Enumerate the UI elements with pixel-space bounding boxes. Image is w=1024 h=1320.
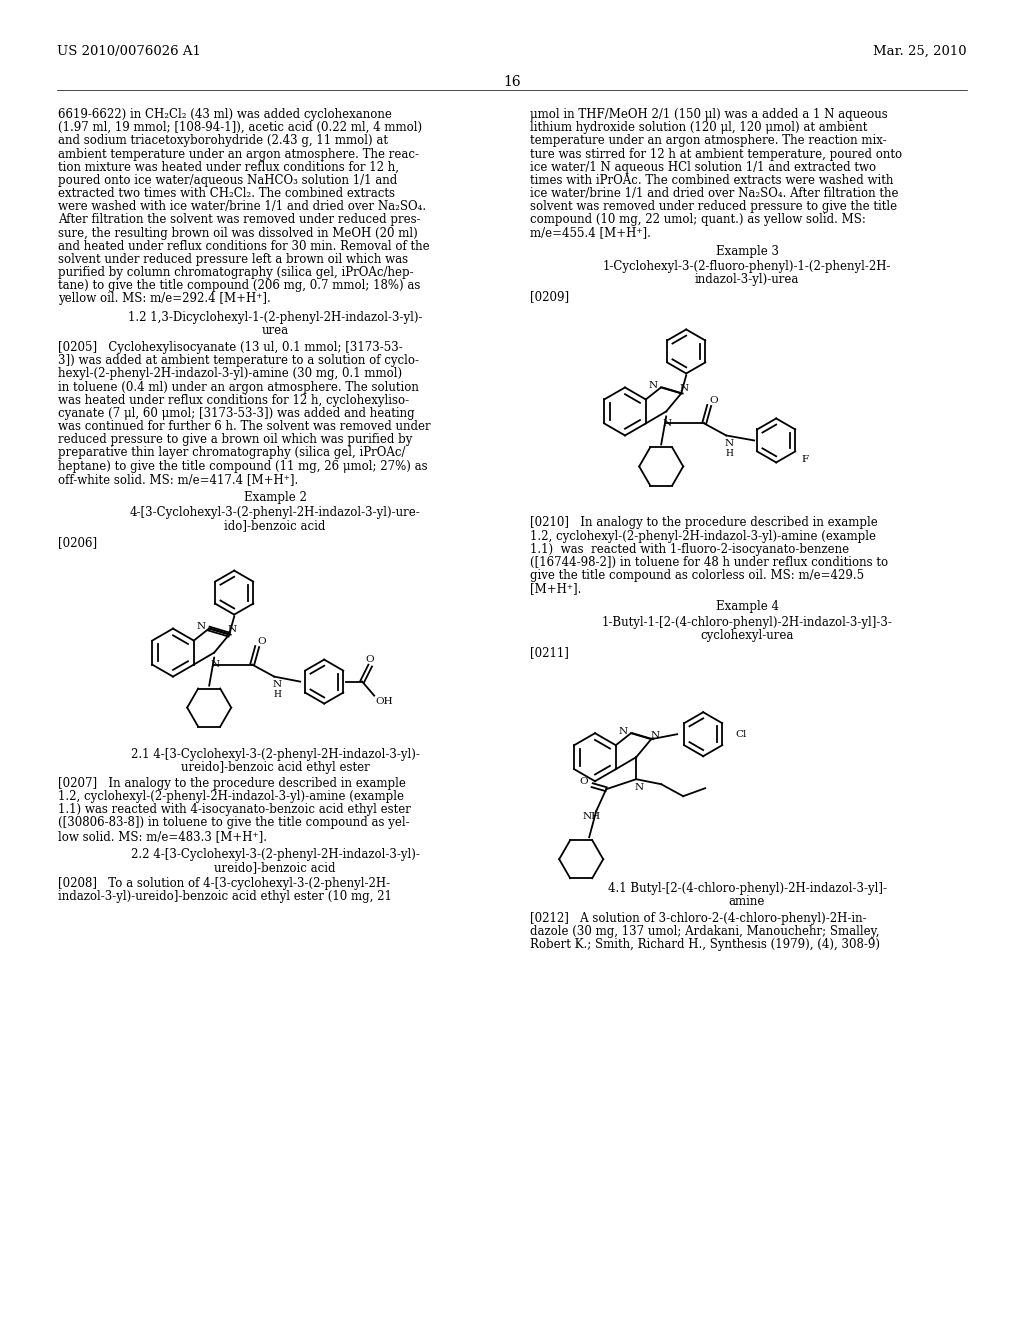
Text: heptane) to give the title compound (11 mg, 26 μmol; 27%) as: heptane) to give the title compound (11 …: [58, 459, 428, 473]
Text: N: N: [725, 440, 734, 447]
Text: Cl: Cl: [735, 730, 746, 739]
Text: 2.1 4-[3-Cyclohexyl-3-(2-phenyl-2H-indazol-3-yl)-: 2.1 4-[3-Cyclohexyl-3-(2-phenyl-2H-indaz…: [131, 747, 420, 760]
Text: 1.2, cyclohexyl-(2-phenyl-2H-indazol-3-yl)-amine (example: 1.2, cyclohexyl-(2-phenyl-2H-indazol-3-y…: [530, 529, 876, 543]
Text: μmol in THF/MeOH 2/1 (150 μl) was a added a 1 N aqueous: μmol in THF/MeOH 2/1 (150 μl) was a adde…: [530, 108, 888, 121]
Text: N: N: [227, 626, 237, 634]
Text: N: N: [663, 418, 672, 428]
Text: N: N: [680, 384, 689, 393]
Text: 1.1) was reacted with 4-isocyanato-benzoic acid ethyl ester: 1.1) was reacted with 4-isocyanato-benzo…: [58, 804, 411, 816]
Text: indazol-3-yl)-ureido]-benzoic acid ethyl ester (10 mg, 21: indazol-3-yl)-ureido]-benzoic acid ethyl…: [58, 891, 392, 903]
Text: N: N: [648, 381, 657, 389]
Text: ([30806-83-8]) in toluene to give the title compound as yel-: ([30806-83-8]) in toluene to give the ti…: [58, 817, 410, 829]
Text: cyclohexyl-urea: cyclohexyl-urea: [700, 628, 794, 642]
Text: N: N: [197, 622, 206, 631]
Text: ([16744-98-2]) in toluene for 48 h under reflux conditions to: ([16744-98-2]) in toluene for 48 h under…: [530, 556, 888, 569]
Text: 1-Butyl-1-[2-(4-chloro-phenyl)-2H-indazol-3-yl]-3-: 1-Butyl-1-[2-(4-chloro-phenyl)-2H-indazo…: [601, 615, 893, 628]
Text: [0212]   A solution of 3-chloro-2-(4-chloro-phenyl)-2H-in-: [0212] A solution of 3-chloro-2-(4-chlor…: [530, 912, 866, 924]
Text: yellow oil. MS: m/e=292.4 [M+H⁺].: yellow oil. MS: m/e=292.4 [M+H⁺].: [58, 293, 270, 305]
Text: Robert K.; Smith, Richard H., Synthesis (1979), (4), 308-9): Robert K.; Smith, Richard H., Synthesis …: [530, 939, 880, 950]
Text: O: O: [366, 655, 375, 664]
Text: amine: amine: [729, 895, 765, 908]
Text: ido]-benzoic acid: ido]-benzoic acid: [224, 519, 326, 532]
Text: temperature under an argon atmosphere. The reaction mix-: temperature under an argon atmosphere. T…: [530, 135, 887, 148]
Text: poured onto ice water/aqueous NaHCO₃ solution 1/1 and: poured onto ice water/aqueous NaHCO₃ sol…: [58, 174, 397, 187]
Text: US 2010/0076026 A1: US 2010/0076026 A1: [57, 45, 201, 58]
Text: O: O: [258, 638, 266, 645]
Text: 4-[3-Cyclohexyl-3-(2-phenyl-2H-indazol-3-yl)-ure-: 4-[3-Cyclohexyl-3-(2-phenyl-2H-indazol-3…: [130, 506, 421, 519]
Text: ice water/brine 1/1 and dried over Na₂SO₄. After filtration the: ice water/brine 1/1 and dried over Na₂SO…: [530, 187, 898, 201]
Text: 3]) was added at ambient temperature to a solution of cyclo-: 3]) was added at ambient temperature to …: [58, 354, 419, 367]
Text: and heated under reflux conditions for 30 min. Removal of the: and heated under reflux conditions for 3…: [58, 240, 430, 252]
Text: H: H: [725, 449, 733, 458]
Text: cyanate (7 μl, 60 μmol; [3173-53-3]) was added and heating: cyanate (7 μl, 60 μmol; [3173-53-3]) was…: [58, 407, 415, 420]
Text: indazol-3-yl)-urea: indazol-3-yl)-urea: [695, 273, 799, 286]
Text: 1.2, cyclohexyl-(2-phenyl-2H-indazol-3-yl)-amine (example: 1.2, cyclohexyl-(2-phenyl-2H-indazol-3-y…: [58, 791, 404, 803]
Text: 1-Cyclohexyl-3-(2-fluoro-phenyl)-1-(2-phenyl-2H-: 1-Cyclohexyl-3-(2-fluoro-phenyl)-1-(2-ph…: [603, 260, 891, 273]
Text: Example 3: Example 3: [716, 244, 778, 257]
Text: N: N: [211, 660, 220, 669]
Text: was continued for further 6 h. The solvent was removed under: was continued for further 6 h. The solve…: [58, 420, 431, 433]
Text: ture was stirred for 12 h at ambient temperature, poured onto: ture was stirred for 12 h at ambient tem…: [530, 148, 902, 161]
Text: tion mixture was heated under reflux conditions for 12 h,: tion mixture was heated under reflux con…: [58, 161, 399, 174]
Text: After filtration the solvent was removed under reduced pres-: After filtration the solvent was removed…: [58, 214, 421, 227]
Text: N: N: [650, 731, 659, 739]
Text: reduced pressure to give a brown oil which was purified by: reduced pressure to give a brown oil whi…: [58, 433, 413, 446]
Text: H: H: [273, 690, 282, 700]
Text: OH: OH: [376, 697, 393, 706]
Text: [0210]   In analogy to the procedure described in example: [0210] In analogy to the procedure descr…: [530, 516, 878, 529]
Text: 4.1 Butyl-[2-(4-chloro-phenyl)-2H-indazol-3-yl]-: 4.1 Butyl-[2-(4-chloro-phenyl)-2H-indazo…: [607, 882, 887, 895]
Text: off-white solid. MS: m/e=417.4 [M+H⁺].: off-white solid. MS: m/e=417.4 [M+H⁺].: [58, 473, 298, 486]
Text: (1.97 ml, 19 mmol; [108-94-1]), acetic acid (0.22 ml, 4 mmol): (1.97 ml, 19 mmol; [108-94-1]), acetic a…: [58, 121, 422, 135]
Text: low solid. MS: m/e=483.3 [M+H⁺].: low solid. MS: m/e=483.3 [M+H⁺].: [58, 830, 267, 842]
Text: 6619-6622) in CH₂Cl₂ (43 ml) was added cyclohexanone: 6619-6622) in CH₂Cl₂ (43 ml) was added c…: [58, 108, 392, 121]
Text: lithium hydroxide solution (120 μl, 120 μmol) at ambient: lithium hydroxide solution (120 μl, 120 …: [530, 121, 867, 135]
Text: were washed with ice water/brine 1/1 and dried over Na₂SO₄.: were washed with ice water/brine 1/1 and…: [58, 201, 426, 214]
Text: times with iPrOAc. The combined extracts were washed with: times with iPrOAc. The combined extracts…: [530, 174, 893, 187]
Text: 1.1)  was  reacted with 1-fluoro-2-isocyanato-benzene: 1.1) was reacted with 1-fluoro-2-isocyan…: [530, 543, 849, 556]
Text: ureido]-benzoic acid: ureido]-benzoic acid: [214, 861, 336, 874]
Text: O: O: [710, 396, 719, 405]
Text: [0207]   In analogy to the procedure described in example: [0207] In analogy to the procedure descr…: [58, 777, 406, 789]
Text: m/e=455.4 [M+H⁺].: m/e=455.4 [M+H⁺].: [530, 227, 651, 239]
Text: [0208]   To a solution of 4-[3-cyclohexyl-3-(2-phenyl-2H-: [0208] To a solution of 4-[3-cyclohexyl-…: [58, 878, 390, 890]
Text: O: O: [580, 776, 589, 785]
Text: [0211]: [0211]: [530, 645, 569, 659]
Text: solvent was removed under reduced pressure to give the title: solvent was removed under reduced pressu…: [530, 201, 897, 214]
Text: Mar. 25, 2010: Mar. 25, 2010: [873, 45, 967, 58]
Text: extracted two times with CH₂Cl₂. The combined extracts: extracted two times with CH₂Cl₂. The com…: [58, 187, 395, 201]
Text: N: N: [272, 680, 282, 689]
Text: and sodium triacetoxyborohydride (2.43 g, 11 mmol) at: and sodium triacetoxyborohydride (2.43 g…: [58, 135, 388, 148]
Text: N: N: [635, 783, 644, 792]
Text: was heated under reflux conditions for 12 h, cyclohexyliso-: was heated under reflux conditions for 1…: [58, 393, 410, 407]
Text: hexyl-(2-phenyl-2H-indazol-3-yl)-amine (30 mg, 0.1 mmol): hexyl-(2-phenyl-2H-indazol-3-yl)-amine (…: [58, 367, 402, 380]
Text: compound (10 mg, 22 umol; quant.) as yellow solid. MS:: compound (10 mg, 22 umol; quant.) as yel…: [530, 214, 866, 227]
Text: ureido]-benzoic acid ethyl ester: ureido]-benzoic acid ethyl ester: [180, 760, 370, 774]
Text: purified by column chromatography (silica gel, iPrOAc/hep-: purified by column chromatography (silic…: [58, 267, 414, 279]
Text: give the title compound as colorless oil. MS: m/e=429.5: give the title compound as colorless oil…: [530, 569, 864, 582]
Text: F: F: [802, 455, 809, 463]
Text: in toluene (0.4 ml) under an argon atmosphere. The solution: in toluene (0.4 ml) under an argon atmos…: [58, 380, 419, 393]
Text: preparative thin layer chromatography (silica gel, iPrOAc/: preparative thin layer chromatography (s…: [58, 446, 406, 459]
Text: Example 2: Example 2: [244, 491, 306, 504]
Text: tane) to give the title compound (206 mg, 0.7 mmol; 18%) as: tane) to give the title compound (206 mg…: [58, 280, 421, 292]
Text: Example 4: Example 4: [716, 601, 778, 614]
Text: ambient temperature under an argon atmosphere. The reac-: ambient temperature under an argon atmos…: [58, 148, 419, 161]
Text: [0206]: [0206]: [58, 536, 97, 549]
Text: 16: 16: [503, 75, 521, 88]
Text: sure, the resulting brown oil was dissolved in MeOH (20 ml): sure, the resulting brown oil was dissol…: [58, 227, 418, 239]
Text: [0205]   Cyclohexylisocyanate (13 ul, 0.1 mmol; [3173-53-: [0205] Cyclohexylisocyanate (13 ul, 0.1 …: [58, 341, 402, 354]
Text: N: N: [618, 727, 628, 735]
Text: ice water/1 N aqueous HCl solution 1/1 and extracted two: ice water/1 N aqueous HCl solution 1/1 a…: [530, 161, 877, 174]
Text: solvent under reduced pressure left a brown oil which was: solvent under reduced pressure left a br…: [58, 253, 409, 265]
Text: dazole (30 mg, 137 umol; Ardakani, Manouchehr; Smalley,: dazole (30 mg, 137 umol; Ardakani, Manou…: [530, 925, 880, 937]
Text: NH: NH: [582, 812, 600, 821]
Text: 1.2 1,3-Dicyclohexyl-1-(2-phenyl-2H-indazol-3-yl)-: 1.2 1,3-Dicyclohexyl-1-(2-phenyl-2H-inda…: [128, 310, 422, 323]
Text: 2.2 4-[3-Cyclohexyl-3-(2-phenyl-2H-indazol-3-yl)-: 2.2 4-[3-Cyclohexyl-3-(2-phenyl-2H-indaz…: [131, 847, 420, 861]
Text: [M+H⁺].: [M+H⁺].: [530, 582, 582, 595]
Text: [0209]: [0209]: [530, 290, 569, 304]
Text: urea: urea: [261, 323, 289, 337]
